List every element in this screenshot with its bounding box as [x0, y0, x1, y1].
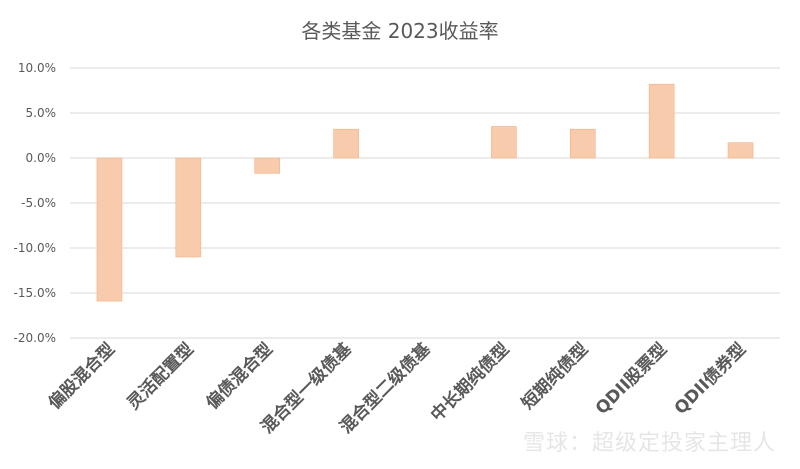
y-tick-label: -20.0%	[14, 331, 56, 345]
bar	[569, 128, 596, 159]
chart-title: 各类基金 2023收益率	[301, 19, 498, 43]
y-tick-label: -15.0%	[14, 286, 56, 300]
bar	[254, 157, 281, 174]
bar	[175, 157, 202, 258]
watermark: 雪球：超级定投家主理人	[522, 431, 776, 456]
x-tick-label: 灵活配置型	[123, 339, 198, 414]
y-tick-label: -10.0%	[14, 241, 56, 255]
y-tick-label: 5.0%	[26, 106, 57, 120]
x-tick-label: QDII债券型	[670, 339, 750, 419]
x-tick-label: QDII股票型	[591, 339, 671, 419]
x-tick-label: 短期纯债型	[517, 339, 592, 414]
x-tick-label: 中长期纯债型	[426, 339, 513, 426]
y-tick-label: 10.0%	[18, 61, 56, 75]
x-tick-label: 偏债混合型	[202, 339, 277, 414]
bar	[333, 128, 359, 159]
bar	[727, 142, 754, 159]
x-tick-label: 偏股混合型	[44, 339, 119, 414]
bar	[96, 157, 123, 302]
y-tick-label: -5.0%	[21, 196, 56, 210]
bar	[648, 83, 675, 159]
y-tick-label: 0.0%	[26, 151, 57, 165]
bar	[491, 126, 517, 159]
